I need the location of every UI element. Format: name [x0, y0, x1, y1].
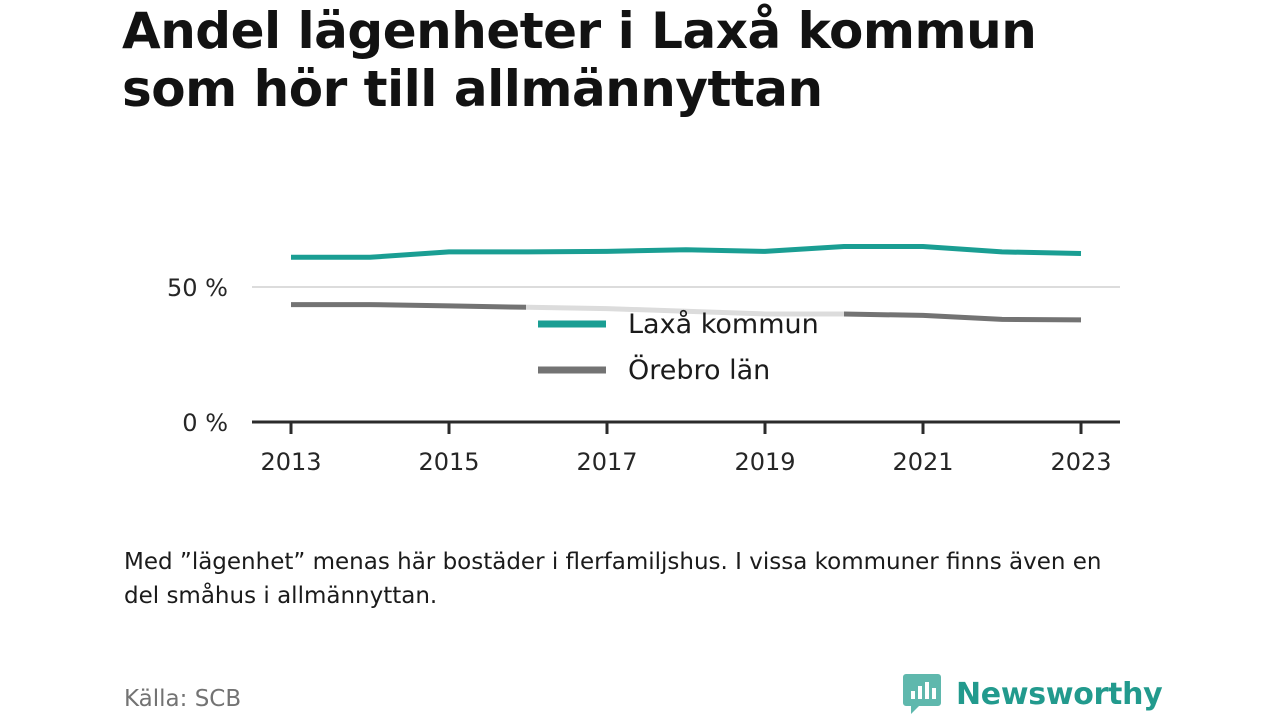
x-tick-label: 2019	[734, 448, 795, 476]
series-line-laxa-kommun	[291, 244, 1082, 260]
x-tick-label: 2013	[260, 448, 321, 476]
chart-title-line-1: Andel lägenheter i Laxå kommun	[122, 2, 1037, 60]
brand-name: Newsworthy	[956, 676, 1163, 712]
legend: Laxå kommun Örebro län	[526, 300, 844, 400]
x-tick-label: 2015	[418, 448, 479, 476]
x-tick-label: 2023	[1050, 448, 1111, 476]
axes: 0 % 50 % 2013 2015 2017 2019 2021 2023	[167, 274, 1120, 476]
chart-note: Med ”lägenhet” menas här bostäder i fler…	[124, 549, 1102, 609]
newsworthy-logo-icon	[903, 674, 941, 714]
x-tick-label: 2017	[576, 448, 637, 476]
chart-title: Andel lägenheter i Laxå kommun som hör t…	[122, 2, 1162, 118]
chart-title-line-2: som hör till allmännyttan	[122, 60, 823, 118]
brand[interactable]: Newsworthy	[902, 672, 1163, 716]
y-tick-label: 0 %	[182, 409, 228, 437]
y-tick-label: 50 %	[167, 274, 228, 302]
legend-background	[526, 300, 844, 400]
source-label: Källa: SCB	[124, 686, 242, 712]
x-tick-label: 2021	[892, 448, 953, 476]
legend-label: Örebro län	[628, 354, 770, 386]
legend-label: Laxå kommun	[628, 309, 819, 340]
line-chart: 0 % 50 % 2013 2015 2017 2019 2021 2023 Laxå kom…	[167, 244, 1120, 476]
